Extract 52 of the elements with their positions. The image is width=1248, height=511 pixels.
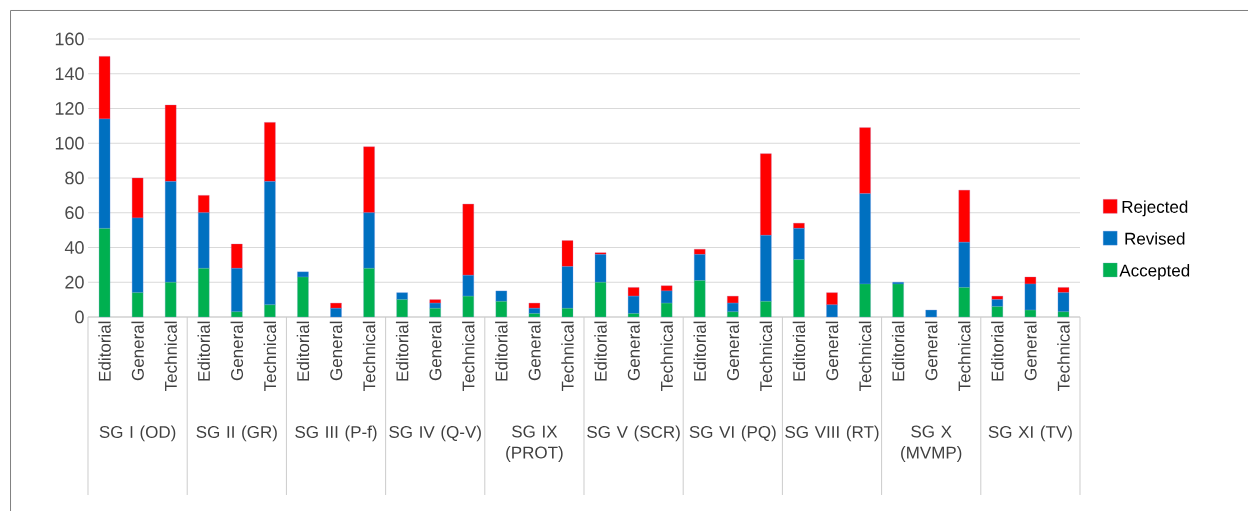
x-tick-label: Technical xyxy=(958,321,971,392)
x-tick-label: Editorial xyxy=(98,321,111,381)
y-tick-label: 0 xyxy=(75,310,84,324)
x-tick-label: Technical xyxy=(561,321,574,392)
x-tick-label: Technical xyxy=(759,321,773,392)
x-tick-label: Editorial xyxy=(792,321,806,381)
text: SG VIII (RT) xyxy=(785,425,879,442)
x-tick-label: Technical xyxy=(660,321,673,392)
y-tick-label: 140 xyxy=(55,67,84,81)
x-tick-label: Editorial xyxy=(495,321,508,381)
x-tick-label: General xyxy=(329,321,343,381)
legend-label: Accepted xyxy=(1119,264,1190,280)
x-tick-label: General xyxy=(528,321,541,381)
text: SG IX (PROT) xyxy=(506,425,563,462)
x-tick-label: General xyxy=(230,321,244,381)
x-tick-label: General xyxy=(726,321,740,381)
x-tick-label: Technical xyxy=(1057,321,1070,392)
x-tick-label: General xyxy=(428,321,442,381)
text: SG XI (TV) xyxy=(988,425,1072,442)
x-tick-label: General xyxy=(131,321,144,381)
x-tick-label: General xyxy=(627,321,640,381)
y-tick-label: 100 xyxy=(55,136,84,150)
y-tick-label: 40 xyxy=(64,241,84,254)
x-tick-label: Technical xyxy=(858,321,872,392)
x-tick-label: Technical xyxy=(164,321,177,392)
text: SG IV (Q-V) xyxy=(389,425,481,442)
x-tick-label: Editorial xyxy=(594,321,607,381)
x-tick-label: General xyxy=(825,321,839,381)
x-tick-label: General xyxy=(1024,321,1037,381)
text: SG V (SCR) xyxy=(587,425,680,442)
x-tick-label: Technical xyxy=(462,321,475,392)
legend-label: Revised xyxy=(1125,232,1185,245)
x-tick-label: Editorial xyxy=(197,321,210,381)
x-tick-label: Editorial xyxy=(395,321,409,381)
y-tick-label: 60 xyxy=(65,206,84,220)
x-tick-label: Technical xyxy=(362,321,376,392)
text: SG X (MVMP) xyxy=(901,425,962,462)
x-tick-label: General xyxy=(924,321,938,381)
x-tick-label: Editorial xyxy=(296,321,310,381)
x-tick-label: Editorial xyxy=(991,321,1004,381)
y-tick-label: 80 xyxy=(65,171,84,185)
text: SG II (GR) xyxy=(196,425,277,442)
y-tick-label: 160 xyxy=(55,32,84,46)
y-tick-label: 20 xyxy=(65,275,84,289)
text: SG I (OD) xyxy=(99,425,176,442)
y-tick-label: 120 xyxy=(55,102,84,115)
text: SG III (P-f) xyxy=(295,425,377,442)
x-tick-label: Editorial xyxy=(891,321,905,381)
x-tick-label: Technical xyxy=(263,321,277,392)
legend-label: Rejected xyxy=(1122,200,1188,217)
text: SG VI (PQ) xyxy=(689,425,776,442)
x-tick-label: Editorial xyxy=(693,321,706,381)
